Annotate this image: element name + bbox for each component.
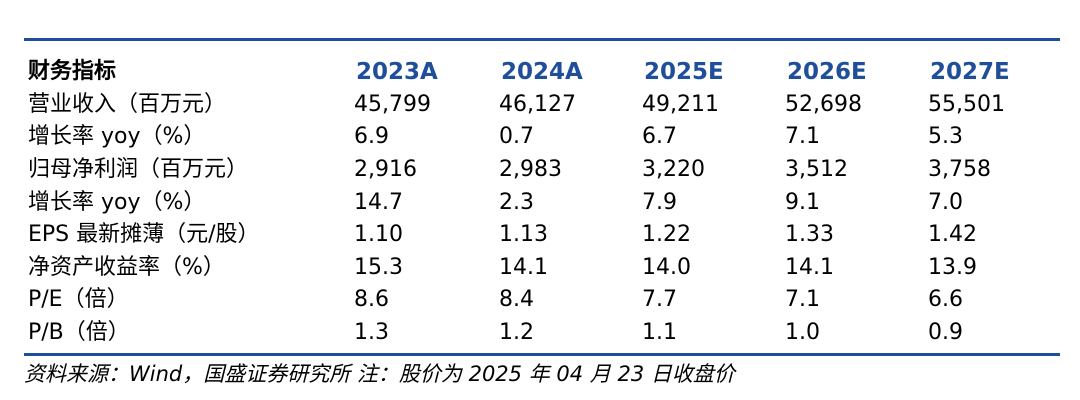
table-cell: 1.22 (642, 222, 691, 248)
top-rule (24, 38, 1060, 41)
table-cell: 14.1 (499, 254, 548, 280)
table-cell: 55,501 (928, 91, 1005, 117)
header-label: 财务指标 (28, 59, 117, 85)
financial-metrics-table: 财务指标 2023A 2024A 2025E 2026E 2027E 营业收入（… (28, 56, 1058, 349)
table-cell: 5.3 (928, 124, 963, 150)
table-row: P/B（倍） 1.3 1.2 1.1 1.0 0.9 (28, 317, 1058, 350)
table-row: EPS 最新摊薄（元/股） 1.10 1.13 1.22 1.33 1.42 (28, 219, 1058, 252)
table-cell: 46,127 (499, 91, 576, 117)
table-cell: 8.6 (354, 287, 389, 313)
table-cell: 6.9 (354, 124, 389, 150)
row-label: 净资产收益率（%） (28, 254, 225, 280)
row-label: P/B（倍） (28, 320, 130, 346)
table-row: P/E（倍） 8.6 8.4 7.7 7.1 6.6 (28, 284, 1058, 317)
table-row: 营业收入（百万元） 45,799 46,127 49,211 52,698 55… (28, 89, 1058, 122)
table-row: 增长率 yoy（%） 6.9 0.7 6.7 7.1 5.3 (28, 121, 1058, 154)
source-footnote: 资料来源：Wind，国盛证券研究所 注：股价为 2025 年 04 月 23 日… (24, 362, 735, 386)
table-cell: 15.3 (354, 254, 403, 280)
table-cell: 14.7 (354, 189, 403, 215)
table-cell: 52,698 (785, 91, 862, 117)
year-header: 2027E (930, 59, 1010, 86)
table-cell: 0.7 (499, 124, 534, 150)
row-label: 增长率 yoy（%） (28, 189, 206, 215)
table-cell: 49,211 (642, 91, 719, 117)
table-cell: 8.4 (499, 287, 534, 313)
table-cell: 7.0 (928, 189, 963, 215)
table-cell: 7.7 (642, 287, 677, 313)
table-cell: 1.10 (354, 222, 403, 248)
table-cell: 7.9 (642, 189, 677, 215)
year-header: 2023A (356, 59, 438, 86)
table-row: 归母净利润（百万元） 2,916 2,983 3,220 3,512 3,758 (28, 154, 1058, 187)
row-label: 归母净利润（百万元） (28, 157, 249, 183)
table-cell: 1.1 (642, 320, 677, 346)
table-cell: 2,916 (354, 157, 417, 183)
table-cell: 2,983 (499, 157, 562, 183)
header-row: 财务指标 2023A 2024A 2025E 2026E 2027E (28, 56, 1058, 89)
table-cell: 6.6 (928, 287, 963, 313)
row-label: 营业收入（百万元） (28, 91, 227, 117)
row-label: 增长率 yoy（%） (28, 124, 206, 150)
table-cell: 9.1 (785, 189, 820, 215)
table-cell: 1.0 (785, 320, 820, 346)
table-cell: 7.1 (785, 124, 820, 150)
year-header: 2024A (501, 59, 583, 86)
table-cell: 6.7 (642, 124, 677, 150)
table-cell: 3,220 (642, 157, 705, 183)
table-cell: 7.1 (785, 287, 820, 313)
table-cell: 0.9 (928, 320, 963, 346)
table-row: 净资产收益率（%） 15.3 14.1 14.0 14.1 13.9 (28, 252, 1058, 285)
table-cell: 1.2 (499, 320, 534, 346)
table-cell: 1.42 (928, 222, 977, 248)
table-cell: 1.13 (499, 222, 548, 248)
year-header: 2026E (787, 59, 867, 86)
year-header: 2025E (644, 59, 724, 86)
table-cell: 13.9 (928, 254, 977, 280)
table-row: 增长率 yoy（%） 14.7 2.3 7.9 9.1 7.0 (28, 186, 1058, 219)
table-cell: 3,512 (785, 157, 848, 183)
table-cell: 3,758 (928, 157, 991, 183)
row-label: EPS 最新摊薄（元/股） (28, 222, 260, 248)
row-label: P/E（倍） (28, 287, 129, 313)
table-cell: 1.33 (785, 222, 834, 248)
table-cell: 14.1 (785, 254, 834, 280)
bottom-rule (24, 353, 1060, 356)
table-cell: 14.0 (642, 254, 691, 280)
table-cell: 1.3 (354, 320, 389, 346)
table-cell: 2.3 (499, 189, 534, 215)
table-cell: 45,799 (354, 91, 431, 117)
